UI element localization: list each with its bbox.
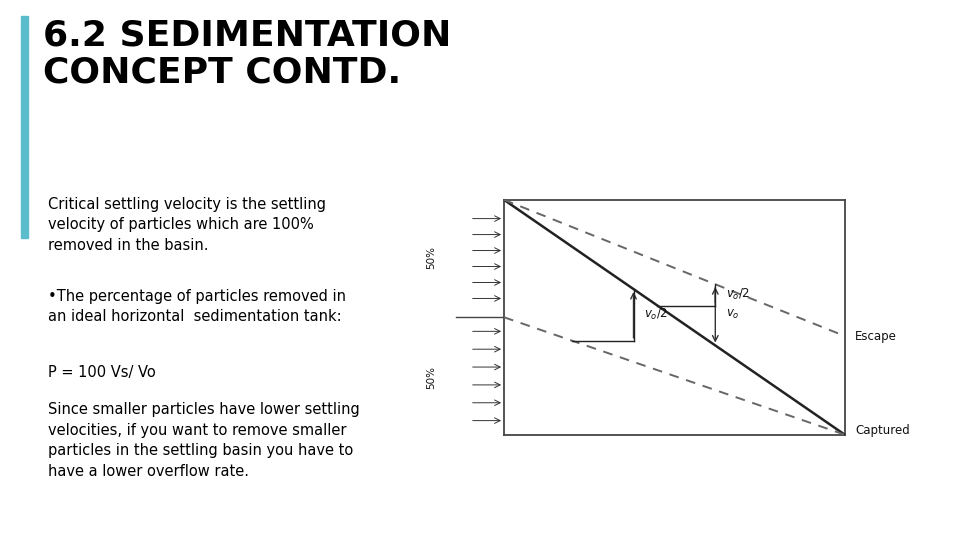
Text: Escape: Escape bbox=[855, 329, 897, 342]
Bar bbox=[21, 16, 28, 238]
Text: •The percentage of particles removed in
an ideal horizontal  sedimentation tank:: •The percentage of particles removed in … bbox=[48, 289, 346, 325]
Text: $v_o/2$: $v_o/2$ bbox=[726, 287, 750, 302]
Text: 50%: 50% bbox=[426, 246, 436, 269]
Text: P = 100 Vs/ Vo: P = 100 Vs/ Vo bbox=[48, 364, 156, 380]
Text: Captured: Captured bbox=[855, 423, 910, 436]
Text: 50%: 50% bbox=[426, 366, 436, 389]
Text: Since smaller particles have lower settling
velocities, if you want to remove sm: Since smaller particles have lower settl… bbox=[48, 402, 360, 478]
Text: $v_o$: $v_o$ bbox=[726, 308, 739, 321]
Text: 6.2 SEDIMENTATION
CONCEPT CONTD.: 6.2 SEDIMENTATION CONCEPT CONTD. bbox=[43, 19, 451, 90]
Text: Critical settling velocity is the settling
velocity of particles which are 100%
: Critical settling velocity is the settli… bbox=[48, 197, 326, 253]
Text: $v_o/2$: $v_o/2$ bbox=[644, 307, 668, 322]
